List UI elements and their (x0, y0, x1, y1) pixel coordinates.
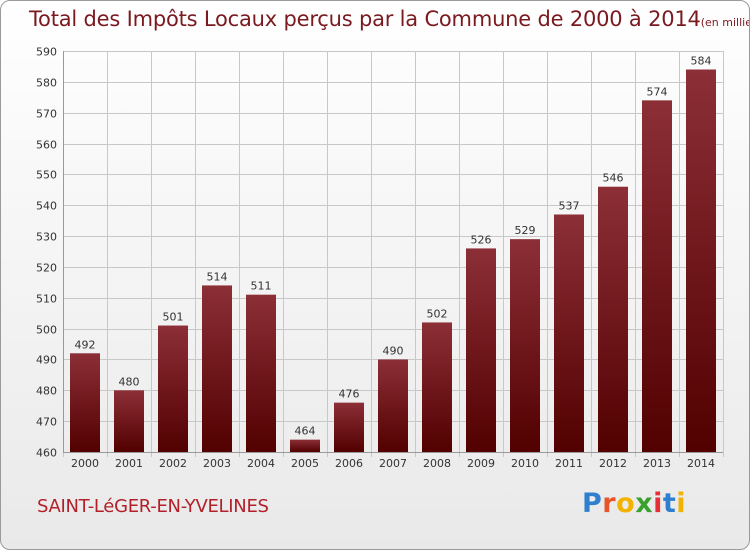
logo-letter: i (653, 488, 663, 519)
x-tick-label: 2005 (291, 457, 319, 470)
bar[interactable] (290, 439, 320, 452)
x-tick-label: 2012 (599, 457, 627, 470)
x-tick-label: 2010 (511, 457, 539, 470)
logo-letter: x (635, 488, 654, 519)
x-tick-label: 2000 (71, 457, 99, 470)
bar[interactable] (466, 248, 496, 452)
bar[interactable] (246, 294, 276, 452)
bar[interactable] (334, 402, 364, 452)
y-tick-label: 510 (36, 293, 57, 306)
x-tick-label: 2006 (335, 457, 363, 470)
bar[interactable] (378, 359, 408, 452)
bar-value-label: 492 (75, 338, 96, 351)
bar-value-label: 546 (603, 172, 624, 185)
x-tick-label: 2002 (159, 457, 187, 470)
bar[interactable] (554, 214, 584, 452)
bar[interactable] (422, 322, 452, 452)
bar-value-label: 490 (383, 344, 404, 357)
bar-value-label: 502 (427, 307, 448, 320)
bar-value-label: 514 (207, 270, 228, 283)
bar-value-label: 537 (559, 199, 580, 212)
commune-name: SAINT-LéGER-EN-YVELINES (37, 496, 269, 517)
y-tick-label: 470 (36, 416, 57, 429)
bar-value-label: 574 (647, 85, 668, 98)
logo-letter: P (582, 488, 603, 519)
bar[interactable] (598, 186, 628, 452)
y-tick-label: 560 (36, 139, 57, 152)
y-tick-label: 520 (36, 262, 57, 275)
x-tick-label: 2003 (203, 457, 231, 470)
bar[interactable] (158, 325, 188, 452)
y-tick-label: 490 (36, 354, 57, 367)
x-tick-label: 2009 (467, 457, 495, 470)
bar-value-label: 476 (339, 388, 360, 401)
y-tick-label: 570 (36, 108, 57, 121)
bar-value-label: 526 (471, 233, 492, 246)
bar[interactable] (114, 390, 144, 452)
bar[interactable] (510, 239, 540, 452)
x-tick-label: 2004 (247, 457, 275, 470)
bar[interactable] (70, 353, 100, 452)
bar[interactable] (686, 69, 716, 452)
y-tick-label: 590 (36, 46, 57, 59)
logo-letter: o (616, 488, 636, 519)
axes: 460 470 480 490 500 510 520 530 540 550 560 570 580 5… (36, 46, 723, 470)
x-tick-label: 2001 (115, 457, 143, 470)
bars: 492 480 501 514 511 464 476 490 502 526 529 537 546 5… (70, 55, 716, 452)
x-tick-label: 2014 (687, 457, 715, 470)
logo-letter: r (602, 488, 617, 519)
bar-value-label: 584 (691, 55, 712, 68)
chart-title: Total des Impôts Locaux perçus par la Co… (29, 7, 749, 31)
bar[interactable] (202, 285, 232, 452)
y-tick-label: 530 (36, 231, 57, 244)
logo-letter: t (662, 488, 677, 519)
y-tick-label: 480 (36, 385, 57, 398)
bar-value-label: 511 (251, 280, 272, 293)
proxiti-logo[interactable]: Proxiti (582, 488, 686, 519)
chart-unit-label: (en milliers d'€) (700, 16, 749, 29)
bar-value-label: 529 (515, 224, 536, 237)
y-tick-label: 500 (36, 324, 57, 337)
x-tick-label: 2007 (379, 457, 407, 470)
x-tick-label: 2011 (555, 457, 583, 470)
y-tick-label: 460 (36, 447, 57, 460)
y-tick-label: 550 (36, 169, 57, 182)
x-tick-label: 2013 (643, 457, 671, 470)
bar[interactable] (642, 100, 672, 452)
bar-value-label: 464 (295, 425, 316, 438)
logo-letter: i (676, 488, 687, 519)
chart-title-text: Total des Impôts Locaux perçus par la Co… (29, 7, 701, 31)
bar-value-label: 480 (119, 375, 140, 388)
bar-value-label: 501 (163, 311, 184, 324)
x-tick-label: 2008 (423, 457, 451, 470)
y-tick-label: 540 (36, 200, 57, 213)
y-tick-label: 580 (36, 77, 57, 90)
